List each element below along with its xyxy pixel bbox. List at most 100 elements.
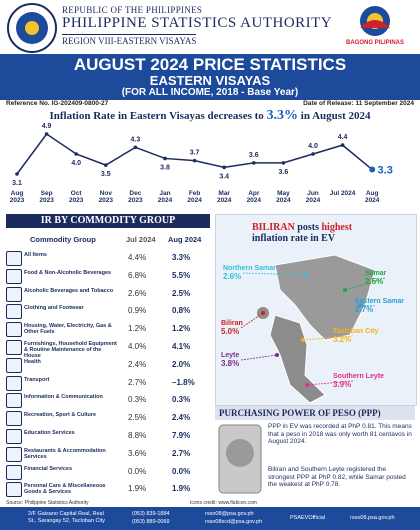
aug-value: 2.7% <box>172 448 191 458</box>
map-dot <box>305 383 309 387</box>
commodity-name: Information & Communication <box>24 394 103 401</box>
source: Source: Philippine Statistics Authority <box>6 500 89 506</box>
aug-value: 0.3% <box>172 395 191 405</box>
phone: (053) 889-0069 <box>132 519 170 525</box>
title-highlight: 3.3% <box>266 108 299 123</box>
value-label: 3.3 <box>378 165 393 177</box>
x-tick-label: Feb 2024 <box>187 190 202 204</box>
aug-value: 1.9% <box>172 484 191 494</box>
table-row: Recreation, Sport & Culture 2.5% 2.4% <box>6 410 210 427</box>
jul-value: 4.4% <box>128 253 147 262</box>
bagong-logo <box>360 6 390 36</box>
value-label: 4.4 <box>338 134 348 141</box>
map-title-a: BILIRAN <box>252 222 295 233</box>
jul-value: 2.6% <box>128 288 147 298</box>
x-tick-label: Sep 2023 <box>39 190 54 204</box>
aug-value: 0.8% <box>172 306 191 316</box>
title-end: in August 2024 <box>300 110 371 122</box>
line-chart: 3.1 4.9 4.0 3.5 4.3 3.8 3.7 3.4 3.6 3.6 4.0 4.4 3.3 <box>12 123 393 187</box>
value-label: 3.5 <box>101 171 111 178</box>
email: rsso08@psa.gov.ph <box>205 511 254 517</box>
row-icon <box>6 411 22 427</box>
row-icon <box>6 322 22 338</box>
jul-value: 6.8% <box>128 270 147 280</box>
map-dot <box>358 303 362 307</box>
map-dot <box>343 288 347 292</box>
facebook[interactable]: PSAEVOfficial <box>290 515 326 521</box>
psa-logo <box>7 3 57 53</box>
province-value: 2.7% <box>355 305 373 314</box>
table-row: All Items 4.4% 3.3% <box>6 250 210 266</box>
row-icon <box>6 482 22 498</box>
reference: Reference No. IG-202409-0800-27 <box>6 100 109 107</box>
aug-value: 3.3% <box>172 253 191 262</box>
jul-value: 2.4% <box>128 359 147 369</box>
chart-title: Inflation Rate in Eastern Visayas decrea… <box>0 108 420 124</box>
jul-value: 1.9% <box>128 484 147 494</box>
province-value: 3.9% <box>333 380 351 389</box>
x-tick-label: Jan 2024 <box>157 190 173 204</box>
map-dot <box>303 273 307 277</box>
row-icon <box>6 375 22 391</box>
phone: (053) 839-1884 <box>132 511 170 517</box>
table-row: Clothing and Footwear 0.9% 0.8% <box>6 303 210 320</box>
leader <box>240 312 264 329</box>
leader <box>302 335 354 341</box>
ppp-text-2: Biliran and Southern Leyte registered th… <box>268 466 406 488</box>
address: 2/F Gaisano Capital Real, Real St., Sara… <box>28 511 105 524</box>
value-label: 4.3 <box>131 136 141 143</box>
commodity-name: Food & Non-Alcoholic Beverages <box>24 269 112 276</box>
value-label: 4.0 <box>308 143 318 150</box>
map-title-b: posts <box>297 222 319 233</box>
aug-value: 2.4% <box>172 413 191 423</box>
table-row: Financial Services 0.0% 0.0% <box>6 464 210 480</box>
x-tick-label: Dec 2023 <box>128 190 143 204</box>
table-row: Restaurants & Accommodation Services 3.6%… <box>6 446 210 462</box>
value-label: 3.8 <box>160 164 170 171</box>
row-icon <box>6 446 22 462</box>
map-dot <box>261 311 265 315</box>
email: rsso08scd@psa.gov.ph <box>205 519 263 525</box>
ppp-title: PURCHASING POWER OF PESO (PPP) <box>215 406 415 420</box>
commodity-name: Alcoholic Beverages and Tobacco <box>24 287 114 294</box>
map-dot <box>275 353 279 357</box>
aug-value: 2.0% <box>172 359 191 369</box>
map-dot <box>301 338 305 342</box>
release-date: Date of Release: 11 September 2024 <box>303 100 414 107</box>
point <box>281 161 286 165</box>
commodity-name: Furnishings, Household Equipment & Routi… <box>24 341 117 359</box>
point <box>369 166 376 173</box>
point <box>340 143 345 147</box>
map-title: BILIRAN posts highest inflation rate in E… <box>252 222 402 244</box>
commodity-name: All Items <box>24 252 47 258</box>
table-title: IR BY COMMODITY GROUP <box>6 214 210 228</box>
value-label: 3.7 <box>190 150 200 157</box>
x-tick-label: Jun 2024 <box>305 190 321 204</box>
aug-value: 2.5% <box>172 288 191 298</box>
x-tick-label: Jul 2024 <box>329 190 356 197</box>
province-name: Biliran <box>221 320 243 327</box>
commodity-name: Restaurants & Accommodation Services <box>24 447 106 460</box>
province-name: Northern Samar <box>223 265 276 272</box>
jul-value: 2.5% <box>128 413 147 423</box>
leader <box>306 380 354 386</box>
point <box>15 172 19 176</box>
jul-value: 0.0% <box>128 466 147 476</box>
province-value: 3.2% <box>333 335 351 344</box>
value-label: 3.6 <box>279 169 289 176</box>
value-label: 3.1 <box>12 180 22 187</box>
point <box>74 152 78 156</box>
table-row: Information & Communication 0.3% 0.3% <box>6 392 210 409</box>
title-text: Inflation Rate in Eastern Visayas decrea… <box>49 110 264 122</box>
x-tick-label: Oct 2023 <box>68 190 84 204</box>
table-row: Furnishings, Household Equipment & Routi… <box>6 339 210 359</box>
leyte-island <box>269 314 326 404</box>
row-icon <box>6 340 22 355</box>
province-name: Samar <box>365 270 387 277</box>
commodity-name: Financial Services <box>24 465 72 472</box>
brand: BAGONG PILIPINAS <box>345 40 404 46</box>
website[interactable]: rsso08.psa.gov.ph <box>350 515 395 521</box>
point <box>133 145 138 150</box>
aug-value: –1.8% <box>172 377 195 387</box>
